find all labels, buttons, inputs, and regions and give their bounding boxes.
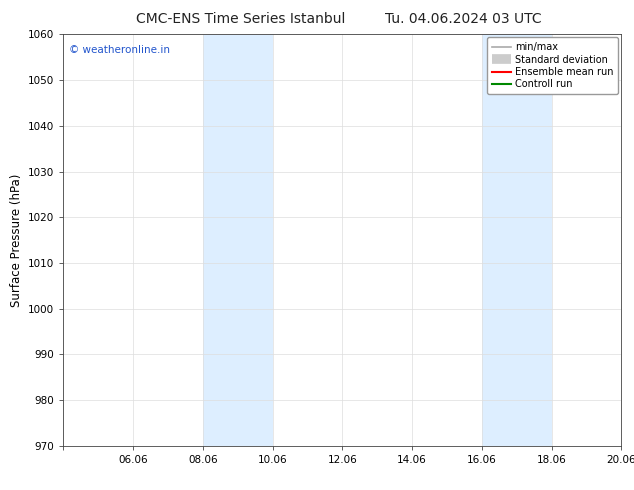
Text: CMC-ENS Time Series Istanbul: CMC-ENS Time Series Istanbul: [136, 12, 346, 26]
Legend: min/max, Standard deviation, Ensemble mean run, Controll run: min/max, Standard deviation, Ensemble me…: [487, 37, 618, 94]
Text: © weatheronline.in: © weatheronline.in: [69, 45, 170, 54]
Text: Tu. 04.06.2024 03 UTC: Tu. 04.06.2024 03 UTC: [384, 12, 541, 26]
Bar: [203, 34, 273, 446]
Y-axis label: Surface Pressure (hPa): Surface Pressure (hPa): [10, 173, 23, 307]
Bar: [482, 34, 552, 446]
